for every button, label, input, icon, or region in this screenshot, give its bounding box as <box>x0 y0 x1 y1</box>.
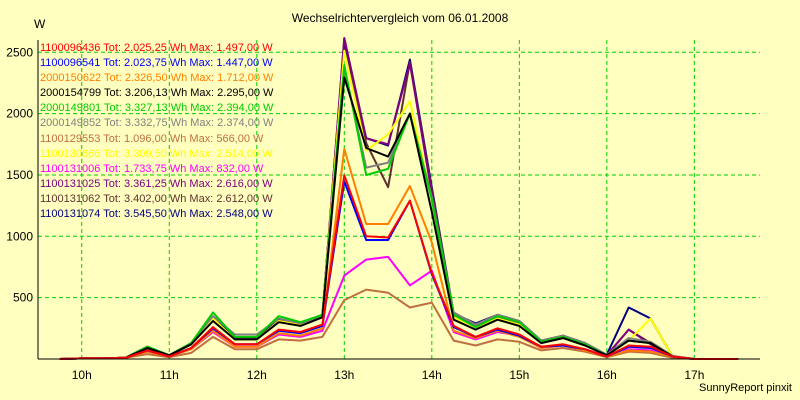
axes <box>37 40 760 360</box>
legend-entry-1100131025: 1100131025 Tot: 3.361,25 Wh Max: 2.616,0… <box>40 177 273 190</box>
x-tick-label: 16h <box>597 368 617 382</box>
legend-entry-1100096541: 1100096541 Tot: 2.023,75 Wh Max: 1.447,0… <box>40 57 273 70</box>
x-tick-labels: 10h 11h 12h 13h 14h 15h 16h 17h <box>72 368 705 382</box>
legend-entry-2000149852: 2000149852 Tot: 3.332,75 Wh Max: 2.374,0… <box>40 117 274 130</box>
legend-entry-1100131074: 1100131074 Tot: 3.545,50 Wh Max: 2.548,0… <box>40 208 273 221</box>
series-line-2000154799 <box>59 76 739 360</box>
legend-entry-1100096436: 1100096436 Tot: 2.025,25 Wh Max: 1.497,0… <box>40 42 273 54</box>
legend: 1100096436 Tot: 2.025,25 Wh Max: 1.497,0… <box>40 41 273 222</box>
chart-title: Wechselrichtervergleich vom 06.01.2008 <box>291 11 509 25</box>
y-tick-label: 500 <box>13 291 33 305</box>
series-line-1100129553 <box>59 288 739 360</box>
y-tick-label: 1000 <box>6 229 33 243</box>
series-line-1100096436 <box>59 174 739 360</box>
y-tick-label: 2500 <box>6 45 33 59</box>
y-tick-label: 1500 <box>6 168 33 182</box>
y-tick-label: 2000 <box>6 107 33 121</box>
legend-entry-1100131062: 1100131062 Tot: 3.402,00 Wh Max: 2.612,0… <box>40 192 273 205</box>
y-axis-unit: W <box>34 17 46 31</box>
x-tick-label: 15h <box>509 368 529 382</box>
x-tick-label: 12h <box>247 368 267 382</box>
legend-entry-2000154799: 2000154799 Tot: 3.206,13 Wh Max: 2.295,0… <box>40 87 274 100</box>
legend-entry-1100129553: 1100129553 Tot: 1.096,00 Wh Max: 566,00 … <box>40 132 264 145</box>
y-tick-labels: 500 1000 1500 2000 2500 <box>6 45 33 304</box>
grid-lines <box>38 40 760 359</box>
legend-entry-1100130866: 1100130866 Tot: 3.309,50 Wh Max: 2.514,0… <box>40 147 273 160</box>
series-lines <box>59 37 739 360</box>
credit-label: SunnyReport pinxit <box>699 382 792 394</box>
legend-entry-1100131006: 1100131006 Tot: 1.733,75 Wh Max: 832,00 … <box>40 162 264 175</box>
series-line-1100131006 <box>59 255 739 360</box>
x-tick-label: 13h <box>334 368 354 382</box>
legend-entry-2000149801: 2000149801 Tot: 3.327,13 Wh Max: 2.394,0… <box>40 102 274 115</box>
x-tick-label: 17h <box>684 368 704 382</box>
x-tick-label: 11h <box>160 368 179 382</box>
x-tick-label: 14h <box>422 368 442 382</box>
x-tick-label: 10h <box>72 368 92 382</box>
legend-entry-2000150622: 2000150622 Tot: 2.326,50 Wh Max: 1.712,0… <box>40 72 274 85</box>
